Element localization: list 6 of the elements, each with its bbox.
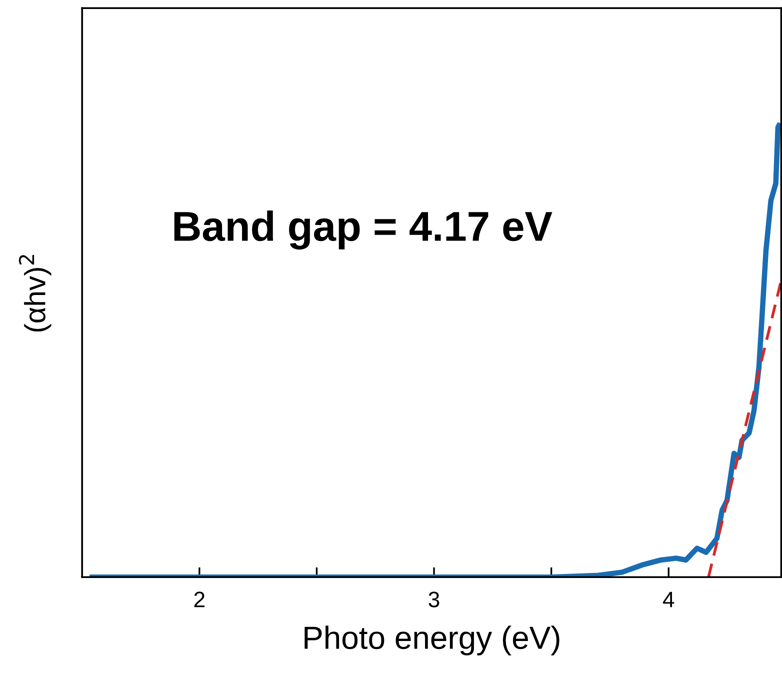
y-axis-title: (αhv)$^{2}$ [18, 255, 52, 332]
x-axis-title: Photo energy (eV) [304, 626, 560, 656]
x-tick-label: 4 [662, 592, 674, 608]
x-tick-label: 3 [428, 592, 440, 608]
x-tick-label: 2 [194, 592, 204, 608]
annotation: Band gap = 4.17 eV [174, 210, 552, 250]
